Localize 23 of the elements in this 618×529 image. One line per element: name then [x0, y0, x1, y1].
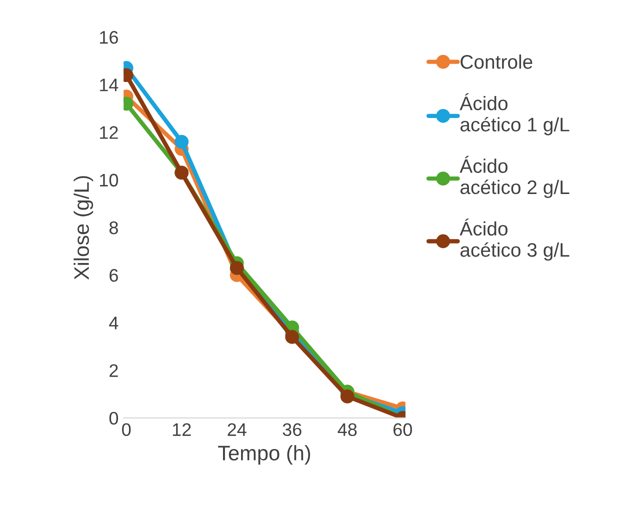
x-tick-label: 36: [282, 423, 302, 436]
y-tick-label: 0: [109, 412, 118, 425]
x-tick-label: 0: [122, 423, 131, 436]
x-tick-label: 24: [228, 423, 246, 436]
y-axis-title: Xilose (g/L): [74, 176, 94, 280]
y-tick-label: 6: [110, 269, 118, 282]
x-axis-title: Tempo (h): [218, 445, 310, 465]
y-tick-label: 8: [109, 221, 118, 234]
x-tick-label: 48: [338, 423, 357, 436]
y-tick-label: 12: [100, 126, 118, 139]
y-tick-label: 2: [110, 364, 118, 377]
point: [285, 330, 300, 344]
x-tick-label: 60: [394, 423, 412, 436]
point: [340, 390, 354, 404]
legend-label: Ácido acético 3 g/L: [460, 218, 570, 261]
y-tick-label: 14: [100, 78, 118, 92]
legend-label: Controle: [460, 54, 532, 69]
y-tick-label: 4: [109, 316, 118, 330]
legend-label: Ácido acético 2 g/L: [460, 156, 570, 198]
legend-label: Ácido acético 1 g/L: [460, 93, 570, 136]
y-tick-label: 10: [100, 174, 118, 187]
y-tick-label: 16: [100, 30, 118, 44]
x-tick-label: 12: [172, 423, 191, 436]
